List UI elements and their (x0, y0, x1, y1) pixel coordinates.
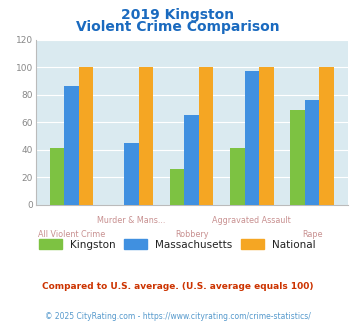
Bar (78, 67, 93, 205)
Text: All Violent Crime: All Violent Crime (38, 230, 105, 239)
Text: Violent Crime Comparison: Violent Crime Comparison (76, 20, 279, 34)
Text: Robbery: Robbery (175, 230, 208, 239)
Bar (259, 67, 274, 205)
Bar (170, 169, 185, 205)
Text: Murder & Mans...: Murder & Mans... (97, 216, 166, 225)
Bar (245, 71, 259, 205)
Bar (230, 148, 245, 205)
Bar (290, 110, 305, 205)
Bar (319, 67, 334, 205)
Bar (64, 86, 78, 205)
Bar (124, 143, 139, 205)
Bar (305, 100, 319, 205)
Text: 2019 Kingston: 2019 Kingston (121, 8, 234, 22)
Text: Rape: Rape (302, 230, 322, 239)
Bar (139, 67, 153, 205)
Legend: Kingston, Massachusetts, National: Kingston, Massachusetts, National (35, 235, 320, 254)
Bar (199, 67, 213, 205)
Bar (185, 115, 199, 205)
Bar (50, 148, 64, 205)
Text: Aggravated Assault: Aggravated Assault (213, 216, 291, 225)
Text: Compared to U.S. average. (U.S. average equals 100): Compared to U.S. average. (U.S. average … (42, 282, 313, 291)
Text: © 2025 CityRating.com - https://www.cityrating.com/crime-statistics/: © 2025 CityRating.com - https://www.city… (45, 312, 310, 321)
